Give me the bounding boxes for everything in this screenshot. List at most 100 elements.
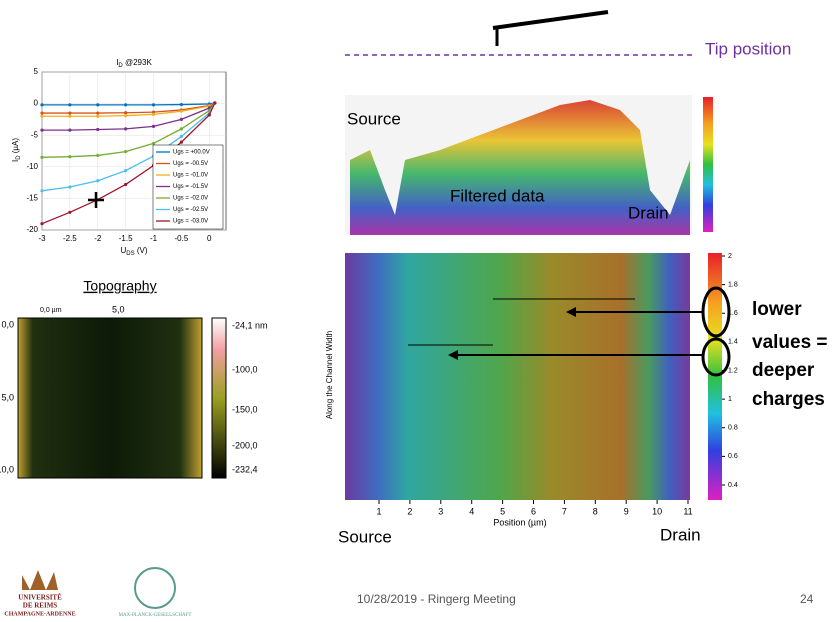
t: I: [11, 160, 20, 162]
legend-label: Ugs = -01.0V: [173, 173, 208, 179]
topo-x-label: 5,0: [112, 304, 125, 314]
legend-label: Ugs = -02.0V: [173, 196, 208, 202]
point: [124, 127, 128, 131]
map-x-tick: 9: [624, 506, 629, 516]
t: U: [120, 246, 126, 255]
point: [179, 117, 183, 121]
x-tick-label: -2.5: [63, 234, 77, 243]
point: [124, 150, 128, 154]
series-line: [42, 102, 215, 106]
topo-cbar-label: -232,4: [232, 464, 258, 474]
point: [68, 114, 72, 118]
point: [124, 168, 128, 173]
highlight: [701, 286, 731, 338]
legend-label: Ugs = -03.0V: [173, 219, 208, 225]
y-tick-label: -10: [26, 162, 38, 171]
annotation: deeper: [752, 360, 815, 381]
annotation: values =: [752, 332, 828, 353]
point: [96, 127, 100, 132]
point: [96, 114, 100, 118]
y-tick-label: -20: [26, 225, 38, 234]
point: [40, 103, 44, 107]
point: [124, 103, 128, 107]
point: [151, 112, 156, 116]
map-x-tick: 11: [683, 506, 692, 516]
point: [40, 111, 44, 115]
topo-y-label: 0,0: [1, 319, 14, 329]
map-cbar-tick: 0.4: [728, 482, 738, 489]
map-image: [345, 253, 690, 500]
surface-caption: Filtered data: [450, 186, 545, 205]
point: [213, 101, 217, 105]
point: [207, 113, 211, 117]
surface-drain: Drain: [628, 203, 669, 222]
page-number: 24: [800, 592, 814, 606]
point: [68, 128, 72, 132]
x-tick-label: -1: [150, 234, 158, 243]
map-x-tick: 3: [438, 506, 443, 516]
point: [40, 189, 44, 193]
point: [179, 127, 183, 131]
topo-title: Topography: [83, 278, 156, 294]
arrow: [566, 307, 576, 317]
annotation: lower: [752, 299, 802, 320]
map-cbar-tick: 0.6: [728, 453, 738, 460]
map-x-tick: 5: [500, 506, 505, 516]
series-line: [42, 102, 216, 117]
point: [40, 114, 44, 118]
x-tick-label: -0.5: [174, 234, 188, 243]
footer-date: 10/28/2019 - Ringerg Meeting: [357, 592, 516, 606]
point: [40, 128, 44, 132]
surface: [350, 100, 690, 235]
map-x-tick: 6: [531, 506, 536, 516]
logo-text: UNIVERSITÉ: [18, 594, 62, 602]
logo-text: DE REIMS: [23, 602, 58, 610]
point: [68, 185, 72, 189]
point: [68, 155, 72, 159]
map-y-label: Along the Channel Width: [325, 331, 334, 420]
point: [179, 140, 183, 144]
x-tick-label: -3: [38, 234, 46, 243]
legend-label: Ugs = -02.5V: [173, 207, 208, 213]
legend-label: Ugs = -01.5V: [173, 184, 208, 190]
series-line: [42, 102, 216, 131]
map-cbar-tick: 2: [728, 253, 732, 260]
x-label: UDS (V): [120, 246, 147, 256]
point: [68, 103, 72, 107]
bottom-drain: Drain: [660, 525, 701, 544]
map-x-tick: 7: [562, 506, 567, 516]
point: [96, 153, 100, 158]
y-tick-label: -15: [26, 194, 38, 203]
point: [40, 222, 44, 226]
y-label: ID (µA): [11, 138, 21, 162]
topo-cbar-label: -24,1 nm: [232, 320, 268, 330]
point: [124, 114, 128, 118]
map-x-tick: 10: [652, 506, 662, 516]
series-line: [41, 102, 216, 225]
map-x-tick: 1: [376, 506, 381, 516]
map-cbar-tick: 1.8: [728, 281, 738, 288]
topo-cbar-label: -150,0: [232, 404, 258, 414]
logo-reims: [22, 570, 58, 590]
point: [68, 210, 72, 214]
point: [124, 182, 128, 187]
x-tick-label: -1.5: [119, 234, 133, 243]
legend-label: Ugs = +00.0V: [173, 150, 210, 156]
point: [151, 124, 156, 128]
legend-label: Ugs = -00.5V: [173, 161, 208, 167]
point: [151, 110, 156, 114]
map-cbar-tick: 1: [728, 396, 732, 403]
map-cbar-tick: 1.2: [728, 367, 738, 374]
point: [179, 102, 183, 107]
surface-colorbar: [703, 97, 713, 232]
topo-image: [17, 317, 203, 479]
surface-source: Source: [347, 109, 401, 128]
chart-title: ID @293K: [116, 58, 152, 68]
point: [179, 109, 183, 113]
map-cbar-tick: 1.4: [728, 339, 738, 346]
topo-colorbar: [211, 317, 227, 479]
t: D: [118, 63, 123, 69]
arrow: [448, 350, 458, 360]
point: [96, 103, 100, 107]
